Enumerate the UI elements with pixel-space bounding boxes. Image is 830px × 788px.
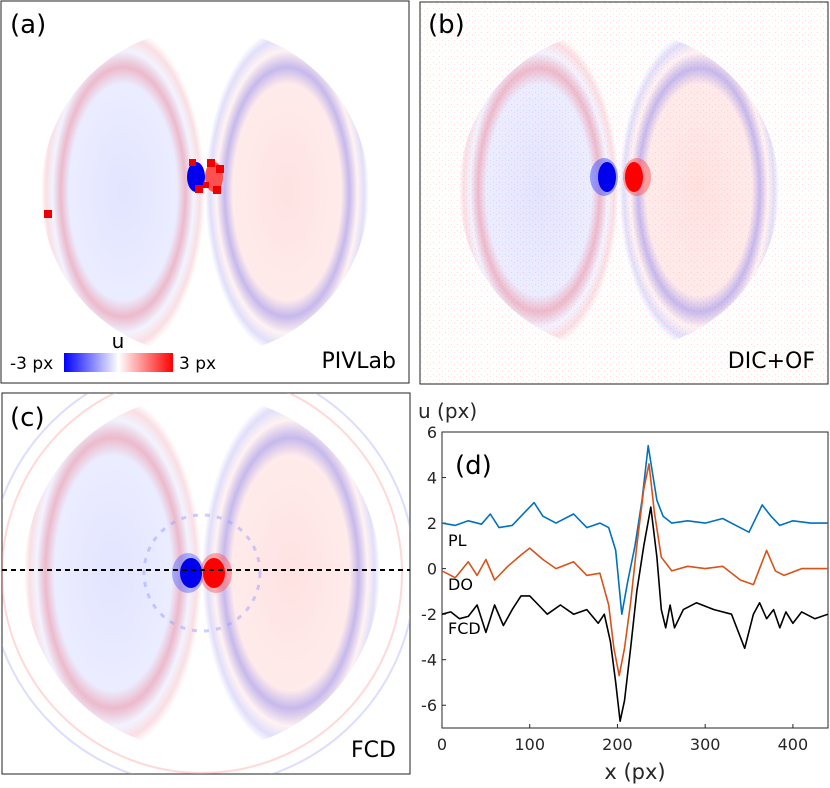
series-line-do — [442, 463, 828, 677]
colorbar-min-label: -3 px — [10, 354, 53, 374]
x-axis-label: x (px) — [604, 760, 665, 784]
series-label-do: DO — [448, 575, 473, 594]
panel-a-field — [41, 28, 369, 356]
series-label-pl: PL — [448, 531, 467, 550]
colorbar: u -3 px 3 px — [10, 329, 216, 374]
y-tick-label: 2 — [427, 514, 437, 533]
panel-b-field — [420, 2, 828, 384]
panel-b: (b) DIC+OF — [419, 1, 829, 385]
panel-a: (a) PIVLab u -3 px 3 px — [0, 0, 410, 384]
panel-a-core-neg — [187, 162, 205, 192]
colorbar-variable-label: u — [112, 329, 125, 353]
x-tick-label: 300 — [690, 735, 721, 754]
panel-b-core-neg — [598, 162, 616, 192]
panel-b-method-label: DIC+OF — [728, 349, 815, 374]
series-line-fcd — [442, 506, 828, 723]
y-tick-label: 6 — [427, 423, 437, 442]
y-axis-label: u (px) — [418, 399, 477, 423]
y-tick-label: -2 — [421, 605, 437, 624]
series-lines — [442, 444, 828, 723]
x-tick-label: 0 — [437, 735, 447, 754]
colorbar-gradient — [64, 353, 173, 372]
x-tick-label: 100 — [514, 735, 545, 754]
panel-a-outlier-cells — [44, 159, 224, 218]
series-label-fcd: FCD — [448, 619, 481, 638]
panel-c-method-label: FCD — [351, 738, 396, 763]
y-tick-label: 0 — [427, 560, 437, 579]
colorbar-max-label: 3 px — [179, 354, 216, 374]
panel-b-tag: (b) — [428, 10, 465, 40]
panel-c-core-pos — [203, 558, 225, 588]
plot-frame — [441, 431, 829, 729]
y-tick-label: -6 — [421, 696, 437, 715]
y-tick-label: 4 — [427, 469, 437, 488]
panel-d-chart: 0 100 200 300 400 -6 -4 -2 0 2 4 6 (d) u (px) x (px… — [418, 399, 829, 784]
panel-c-core-neg — [180, 558, 202, 588]
panel-c: (c) FCD — [1, 392, 411, 775]
panel-b-core-pos — [625, 162, 643, 192]
panel-a-tag: (a) — [10, 10, 46, 40]
panel-c-tag: (c) — [10, 403, 45, 433]
x-tick-label: 200 — [602, 735, 633, 754]
x-tick-label: 400 — [778, 735, 809, 754]
series-line-pl — [442, 444, 828, 616]
axis-ticks: 0 100 200 300 400 -6 -4 -2 0 2 4 6 — [421, 423, 808, 754]
panel-a-method-label: PIVLab — [321, 349, 396, 374]
panel-c-field — [2, 393, 410, 774]
panel-d-tag: (d) — [455, 451, 492, 481]
y-tick-label: -4 — [421, 651, 437, 670]
